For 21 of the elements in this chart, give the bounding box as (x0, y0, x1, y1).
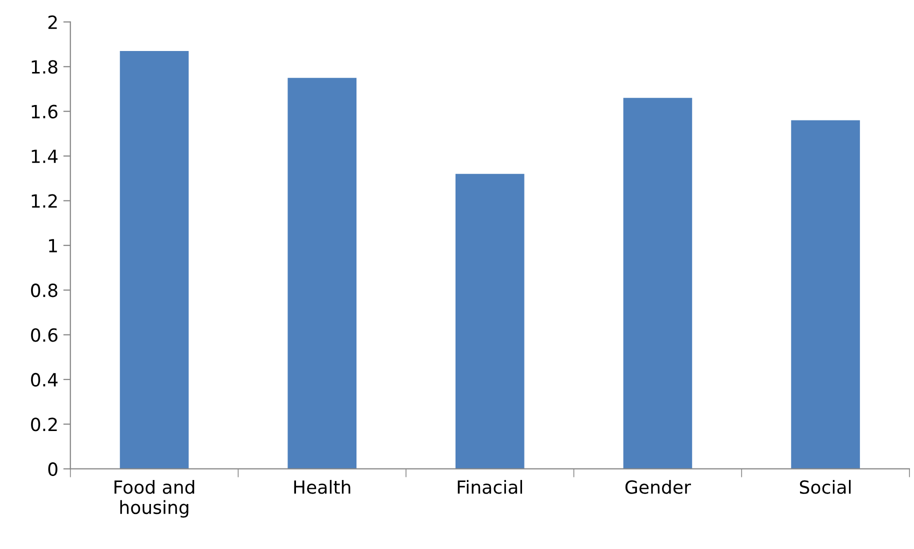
y-tick-label: 0.2 (31, 418, 57, 432)
y-tick-label: 1.6 (32, 104, 58, 118)
y-tick-label: 0 (48, 462, 58, 476)
bar (120, 51, 189, 469)
y-tick-label: 0.4 (31, 372, 58, 387)
x-tick-label: Social (800, 480, 851, 494)
x-tick-label: Health (294, 480, 350, 494)
y-tick-label: 2 (48, 15, 57, 29)
x-tick-label: Gender (625, 480, 691, 494)
bar (791, 120, 860, 469)
bar (456, 174, 524, 469)
y-tick-label: 0.6 (31, 328, 58, 342)
y-tick-label: 0.8 (31, 284, 58, 298)
bar (288, 78, 356, 469)
bar (623, 98, 692, 469)
y-tick-label: 1 (49, 239, 57, 252)
y-tick-label: 1.8 (32, 60, 58, 74)
y-tick-label: 1.2 (32, 194, 57, 208)
x-tick-label: Food and housing (114, 480, 194, 518)
y-tick-label: 1.4 (32, 150, 58, 163)
x-tick-label: Finacial (458, 480, 522, 494)
